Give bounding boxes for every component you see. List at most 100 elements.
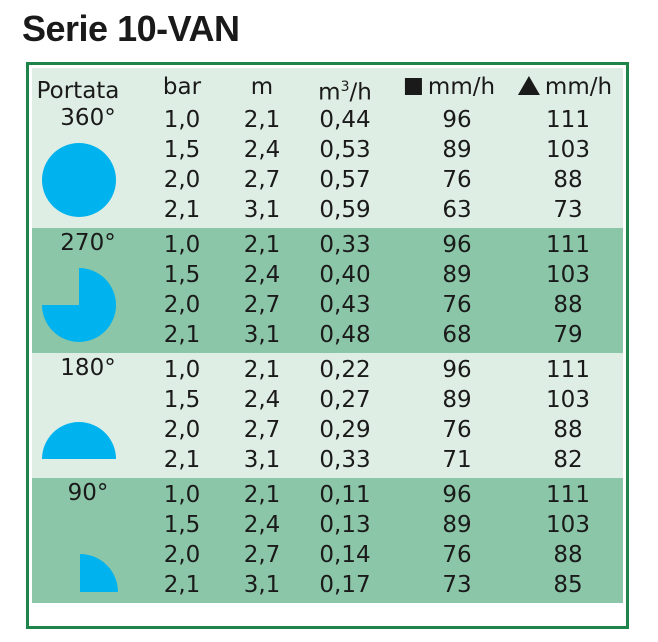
table-row: 1,5 2,4 0,53 89 103 <box>32 135 623 165</box>
cell-flow: 0,14 <box>319 542 371 568</box>
header-flow-base: m <box>318 79 341 106</box>
cell-bar: 2,1 <box>163 197 201 223</box>
cell-triangle-rate: 103 <box>546 262 590 288</box>
table-row: 2,0 2,7 0,57 76 88 <box>32 165 623 195</box>
group-270-deg: 270° 1,0 2,1 0,33 96 111 1,5 2,4 0,40 89 103 2,0 2,7… <box>32 228 623 353</box>
cell-flow: 0,29 <box>319 417 371 443</box>
cell-triangle-rate: 88 <box>553 292 583 318</box>
cell-bar: 2,0 <box>163 292 201 318</box>
cell-m: 2,1 <box>243 107 281 133</box>
cell-flow: 0,44 <box>319 107 371 133</box>
cell-bar: 1,0 <box>163 482 201 508</box>
cell-flow: 0,33 <box>319 447 371 473</box>
cell-triangle-rate: 111 <box>546 232 590 258</box>
cell-flow: 0,13 <box>319 512 371 538</box>
table-row: 1,5 2,4 0,27 89 103 <box>32 385 623 415</box>
cell-bar: 2,1 <box>163 572 201 598</box>
table-row: 2,1 3,1 0,17 73 85 <box>32 570 623 600</box>
header-square-rate: mm/h <box>404 72 495 102</box>
header-bar: bar <box>162 74 202 100</box>
cell-square-rate: 71 <box>442 447 472 473</box>
table-row: 2,1 3,1 0,59 63 73 <box>32 195 623 225</box>
cell-bar: 1,5 <box>163 137 201 163</box>
cell-triangle-rate: 111 <box>546 107 590 133</box>
cell-flow: 0,40 <box>319 262 371 288</box>
cell-triangle-rate: 79 <box>553 322 583 348</box>
cell-square-rate: 96 <box>442 107 472 133</box>
cell-flow: 0,11 <box>319 482 371 508</box>
cell-triangle-rate: 88 <box>553 542 583 568</box>
table-row: 2,0 2,7 0,43 76 88 <box>32 290 623 320</box>
cell-triangle-rate: 103 <box>546 137 590 163</box>
cell-m: 2,7 <box>243 292 281 318</box>
cell-triangle-rate: 85 <box>553 572 583 598</box>
cell-square-rate: 73 <box>442 572 472 598</box>
group-180-deg: 180° 1,0 2,1 0,22 96 111 1,5 2,4 0,27 89 103 2,0 2,7… <box>32 353 623 478</box>
cell-square-rate: 96 <box>442 232 472 258</box>
angle-label: 180° <box>60 355 116 381</box>
table-row: 1,0 2,1 0,44 96 111 <box>32 105 623 135</box>
cell-flow: 0,43 <box>319 292 371 318</box>
angle-label: 360° <box>60 105 116 131</box>
cell-bar: 2,0 <box>163 542 201 568</box>
cell-square-rate: 89 <box>442 137 472 163</box>
cell-triangle-rate: 103 <box>546 512 590 538</box>
group-90-deg: 90° 1,0 2,1 0,11 96 111 1,5 2,4 0,13 89 103 2,0 2,7 0… <box>32 478 623 603</box>
cell-square-rate: 76 <box>442 417 472 443</box>
group-360-deg: 360° 1,0 2,1 0,44 96 111 1,5 2,4 0,53 89 103 2,0 2,7… <box>32 103 623 228</box>
cell-m: 3,1 <box>243 447 281 473</box>
cell-m: 2,7 <box>243 417 281 443</box>
three-quarter-circle-icon <box>40 266 118 348</box>
cell-bar: 2,1 <box>163 447 201 473</box>
angle-label: 270° <box>60 230 116 256</box>
cell-square-rate: 89 <box>442 262 472 288</box>
table-row: 1,0 2,1 0,11 96 111 <box>32 480 623 510</box>
cell-square-rate: 68 <box>442 322 472 348</box>
cell-m: 2,4 <box>243 387 281 413</box>
cell-square-rate: 96 <box>442 482 472 508</box>
cell-square-rate: 63 <box>442 197 472 223</box>
cell-triangle-rate: 103 <box>546 387 590 413</box>
header-m: m <box>250 74 274 100</box>
table-row: 1,5 2,4 0,13 89 103 <box>32 510 623 540</box>
cell-bar: 2,1 <box>163 322 201 348</box>
header-row: Portata bar m m3/h mm/h mm/h <box>32 68 623 106</box>
table-row: 2,1 3,1 0,48 68 79 <box>32 320 623 350</box>
cell-m: 2,4 <box>243 262 281 288</box>
table-row: 2,0 2,7 0,29 76 88 <box>32 415 623 445</box>
header-flow: m3/h <box>318 72 372 108</box>
cell-flow: 0,17 <box>319 572 371 598</box>
cell-flow: 0,22 <box>319 357 371 383</box>
cell-m: 3,1 <box>243 572 281 598</box>
cell-triangle-rate: 88 <box>553 417 583 443</box>
cell-m: 3,1 <box>243 197 281 223</box>
header-triangle-rate: mm/h <box>517 72 612 102</box>
cell-bar: 2,0 <box>163 417 201 443</box>
cell-bar: 1,0 <box>163 232 201 258</box>
cell-flow: 0,48 <box>319 322 371 348</box>
cell-m: 2,7 <box>243 167 281 193</box>
cell-bar: 1,0 <box>163 107 201 133</box>
cell-bar: 1,5 <box>163 387 201 413</box>
triangle-icon <box>517 76 540 95</box>
cell-triangle-rate: 111 <box>546 482 590 508</box>
cell-m: 2,4 <box>243 512 281 538</box>
cell-flow: 0,57 <box>319 167 371 193</box>
table-row: 1,0 2,1 0,22 96 111 <box>32 355 623 385</box>
cell-square-rate: 76 <box>442 167 472 193</box>
table-row: 2,0 2,7 0,14 76 88 <box>32 540 623 570</box>
cell-square-rate: 89 <box>442 512 472 538</box>
performance-table: Portata bar m m3/h mm/h mm/h 360° 1,0 2,1 0… <box>26 62 629 629</box>
cell-m: 2,4 <box>243 137 281 163</box>
square-icon <box>404 78 422 95</box>
cell-triangle-rate: 73 <box>553 197 583 223</box>
cell-flow: 0,33 <box>319 232 371 258</box>
angle-label: 90° <box>67 480 109 506</box>
quarter-circle-icon <box>78 552 120 598</box>
header-flow-tail: /h <box>349 79 372 106</box>
header-portata: Portata <box>36 78 120 104</box>
half-circle-icon <box>40 419 118 465</box>
table-title: Serie 10-VAN <box>22 8 240 49</box>
cell-square-rate: 76 <box>442 292 472 318</box>
cell-square-rate: 96 <box>442 357 472 383</box>
